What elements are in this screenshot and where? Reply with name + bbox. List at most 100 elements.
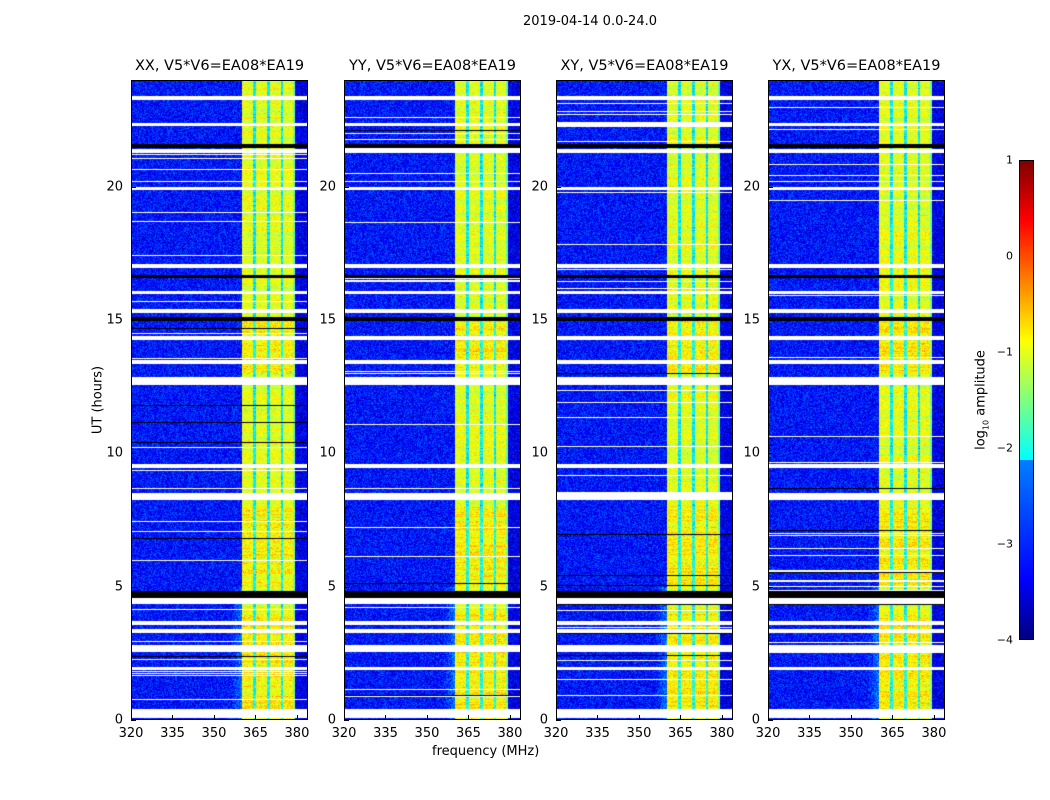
y-tick-label: 20 xyxy=(106,179,123,195)
x-tick xyxy=(509,715,511,720)
x-tick-label: 350 xyxy=(838,726,864,741)
colorbar-tick-label: −2 xyxy=(996,441,1013,455)
x-tick xyxy=(556,715,557,720)
x-tick-label: 380 xyxy=(709,726,735,741)
y-tick-label: 20 xyxy=(319,179,336,195)
y-tick xyxy=(131,186,136,188)
y-tick-label: 0 xyxy=(539,712,548,728)
y-tick xyxy=(131,320,136,321)
x-tick-label: 365 xyxy=(243,726,268,741)
spectrogram-panel-1: XX, V5*V6=EA08*EA19 320 335 350 365 380 0 5 10 15… xyxy=(106,58,309,741)
y-tick-label: 10 xyxy=(743,445,760,461)
figure-title: 2019-04-14 0.0-24.0 xyxy=(523,14,657,29)
x-tick-label: 380 xyxy=(497,726,523,741)
x-tick xyxy=(255,715,257,720)
y-tick xyxy=(344,586,349,588)
x-tick-label: 335 xyxy=(585,726,610,741)
x-tick-label: 320 xyxy=(755,726,781,741)
x-tick xyxy=(426,715,428,720)
y-tick xyxy=(344,320,349,321)
y-tick xyxy=(556,720,561,721)
y-tick-label: 15 xyxy=(743,312,760,328)
y-tick-label: 20 xyxy=(531,179,548,195)
x-tick xyxy=(933,715,935,720)
y-tick-label: 15 xyxy=(106,312,123,328)
heatmap-image xyxy=(344,80,521,720)
x-tick-label: 380 xyxy=(921,726,947,741)
y-tick-label: 15 xyxy=(531,312,548,328)
y-tick xyxy=(344,453,349,455)
y-tick xyxy=(556,186,561,188)
colorbar-tick-label: −4 xyxy=(996,633,1013,647)
y-tick-label: 0 xyxy=(114,712,123,728)
x-tick xyxy=(638,715,640,720)
y-tick xyxy=(768,453,773,455)
spectrogram-panel-3: XY, V5*V6=EA08*EA19 320 335 350 365 380 0 5 10 15… xyxy=(531,58,734,741)
y-tick-label: 5 xyxy=(327,579,336,595)
x-tick xyxy=(213,715,215,720)
spectrogram-panel-2: YY, V5*V6=EA08*EA19 320 335 350 365 380 0 5 10 15… xyxy=(319,58,522,741)
y-tick-label: 20 xyxy=(743,179,760,195)
y-tick-label: 10 xyxy=(531,445,548,461)
x-tick-label: 335 xyxy=(373,726,398,741)
colorbar-tick-label: 1 xyxy=(1006,153,1013,167)
x-tick xyxy=(597,715,599,720)
heatmap-image xyxy=(768,80,945,720)
panel-title: YX, V5*V6=EA08*EA19 xyxy=(772,58,941,74)
y-tick xyxy=(768,720,773,721)
y-tick-label: 5 xyxy=(751,579,760,595)
x-tick xyxy=(850,715,852,720)
y-tick xyxy=(556,320,561,321)
y-tick-label: 5 xyxy=(539,579,548,595)
y-tick-label: 5 xyxy=(114,579,123,595)
colorbar-tick-label: −1 xyxy=(996,345,1013,359)
heatmap-image xyxy=(131,80,308,720)
x-tick xyxy=(768,715,769,720)
x-tick-label: 320 xyxy=(331,726,357,741)
y-tick xyxy=(768,586,773,588)
x-tick-label: 350 xyxy=(414,726,440,741)
y-axis-label: UT (hours) xyxy=(90,365,106,435)
x-tick xyxy=(296,715,298,720)
x-tick-label: 350 xyxy=(201,726,227,741)
y-tick xyxy=(556,453,561,455)
panel-title: XX, V5*V6=EA08*EA19 xyxy=(134,58,305,74)
x-tick-label: 320 xyxy=(543,726,569,741)
x-tick-label: 365 xyxy=(880,726,905,741)
x-tick-label: 365 xyxy=(668,726,693,741)
x-tick xyxy=(468,715,470,720)
x-tick xyxy=(344,715,345,720)
panel-title: XY, V5*V6=EA08*EA19 xyxy=(560,58,729,74)
x-tick-label: 380 xyxy=(284,726,310,741)
y-tick xyxy=(131,453,136,455)
colorbar-label: log10 amplitude xyxy=(973,350,991,450)
y-tick xyxy=(131,586,136,588)
x-tick xyxy=(721,715,723,720)
y-tick-label: 0 xyxy=(327,712,336,728)
x-tick-label: 365 xyxy=(456,726,481,741)
y-tick xyxy=(344,720,349,721)
y-tick xyxy=(131,720,136,721)
x-tick-label: 335 xyxy=(797,726,822,741)
colorbar-tick-label: 0 xyxy=(1006,249,1013,263)
heatmap-image xyxy=(556,80,733,720)
x-tick-label: 350 xyxy=(626,726,652,741)
colorbar-tick-label: −3 xyxy=(996,537,1013,551)
y-tick xyxy=(768,186,773,188)
y-tick-label: 0 xyxy=(751,712,760,728)
x-tick-label: 335 xyxy=(160,726,185,741)
x-tick xyxy=(172,715,174,720)
spectrogram-panel-4: YX, V5*V6=EA08*EA19 320 335 350 365 380 0 5 10 15… xyxy=(743,58,946,741)
x-tick-label: 320 xyxy=(118,726,144,741)
x-tick xyxy=(131,715,132,720)
y-tick-label: 10 xyxy=(106,445,123,461)
x-tick xyxy=(892,715,894,720)
x-axis-label: frequency (MHz) xyxy=(432,744,540,759)
y-tick xyxy=(768,320,773,321)
colorbar xyxy=(1019,160,1034,640)
y-tick xyxy=(556,586,561,588)
panel-title: YY, V5*V6=EA08*EA19 xyxy=(349,58,516,74)
x-tick xyxy=(809,715,811,720)
y-tick-label: 10 xyxy=(319,445,336,461)
